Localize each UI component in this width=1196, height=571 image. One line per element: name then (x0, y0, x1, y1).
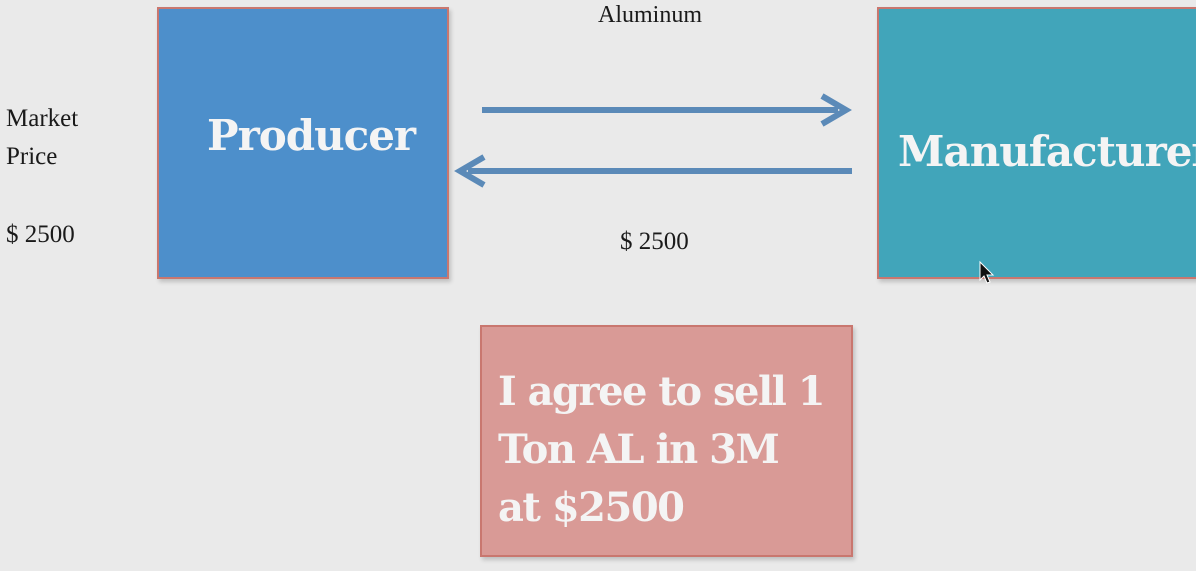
manufacturer-box: Manufacturer (877, 7, 1196, 279)
market-price-value: $ 2500 (6, 221, 75, 248)
contract-box: I agree to sell 1 Ton AL in 3M at $2500 (480, 325, 853, 557)
price-text: Price (6, 143, 58, 170)
arrow-right-icon (482, 93, 852, 127)
payment-label: $ 2500 (620, 228, 689, 255)
manufacturer-label: Manufacturer (898, 127, 1196, 176)
contract-text: I agree to sell 1 Ton AL in 3M at $2500 (498, 368, 826, 531)
market-price-label: Market Price $ 2500 (6, 100, 78, 254)
market-text: Market (6, 105, 79, 132)
producer-box: Producer (157, 7, 449, 279)
arrow-left-icon (454, 154, 852, 188)
producer-label: Producer (207, 111, 416, 160)
aluminum-label: Aluminum (598, 2, 703, 28)
